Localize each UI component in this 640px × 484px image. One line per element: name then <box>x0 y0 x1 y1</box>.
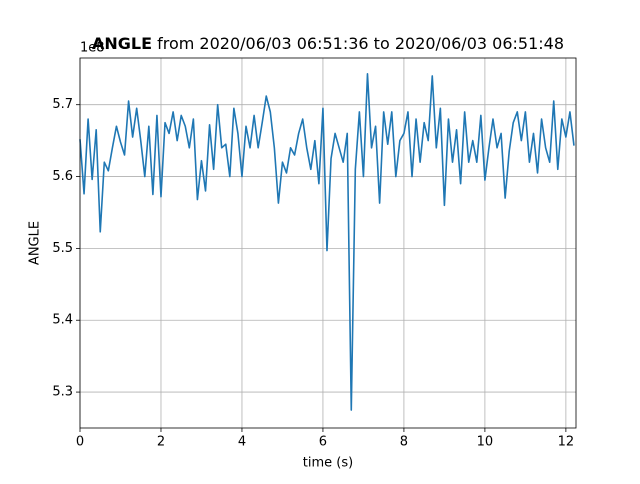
y-tick-label: 5.5 <box>52 241 73 256</box>
y-axis-label: ANGLE <box>28 221 43 265</box>
x-axis-label: time (s) <box>303 456 353 471</box>
y-tick-label: 5.3 <box>52 385 73 400</box>
x-tick-label: 4 <box>238 435 246 450</box>
x-tick-label: 2 <box>157 435 165 450</box>
chart-title: ANGLE from 2020/06/03 06:51:36 to 2020/0… <box>92 34 564 53</box>
y-offset-label: 1e8 <box>80 41 105 56</box>
x-tick-label: 6 <box>319 435 327 450</box>
x-tick-label: 12 <box>558 435 575 450</box>
title-suffix: from 2020/06/03 06:51:36 to 2020/06/03 0… <box>157 34 564 53</box>
data-line <box>79 73 575 411</box>
y-tick-label: 5.6 <box>52 169 73 184</box>
title-bold: ANGLE <box>92 34 152 53</box>
x-tick-label: 0 <box>76 435 84 450</box>
x-tick-label: 8 <box>400 435 408 450</box>
y-tick-label: 5.7 <box>52 97 73 112</box>
x-tick-label: 10 <box>477 435 494 450</box>
y-tick-label: 5.4 <box>52 313 73 328</box>
plot-frame <box>79 57 577 429</box>
